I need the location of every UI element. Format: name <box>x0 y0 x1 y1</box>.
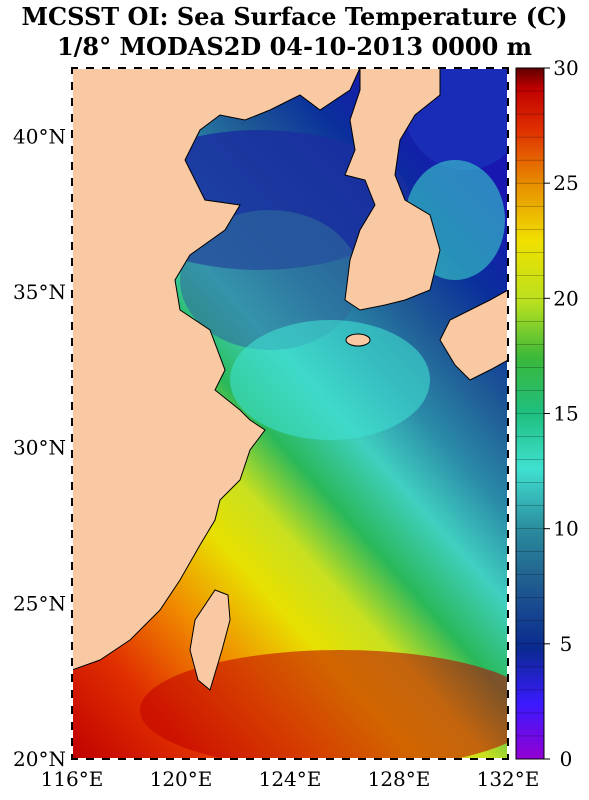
colorbar-tick-label: 25 <box>553 171 578 195</box>
longitude-tick-label: 132°E <box>477 767 540 791</box>
colorbar-tick-label: 20 <box>553 286 578 310</box>
east-china-sea-cyan-water <box>230 320 430 440</box>
latitude-tick-label: 25°N <box>13 591 66 615</box>
colorbar-tick-label: 10 <box>553 517 578 541</box>
longitude-tick-label: 120°E <box>150 767 213 791</box>
colorbar-tick-label: 15 <box>553 402 578 426</box>
china-mainland <box>72 68 361 671</box>
warm-southern-water <box>140 650 508 759</box>
latitude-tick-label: 35°N <box>13 280 66 304</box>
latitude-tick-label: 30°N <box>13 436 66 460</box>
latitude-tick-label: 20°N <box>13 747 66 771</box>
longitude-tick-label: 128°E <box>368 767 431 791</box>
map-title: MCSST OI: Sea Surface Temperature (C) <box>21 2 568 31</box>
yellow-sea-cool-water <box>180 210 360 350</box>
latitude-tick-label: 40°N <box>13 124 66 148</box>
colorbar-tick-label: 30 <box>553 56 578 80</box>
taiwan-island <box>189 589 231 691</box>
colorbar-tick-label: 0 <box>560 747 573 771</box>
japan-kyushu-honshu <box>439 289 508 381</box>
jeju-island <box>345 333 371 347</box>
longitude-tick-label: 116°E <box>41 767 104 791</box>
korean-peninsula <box>344 68 441 311</box>
colorbar-tick-label: 5 <box>560 632 573 656</box>
map-subtitle: 1/8° MODAS2D 04-10-2013 0000 m <box>56 32 533 61</box>
longitude-tick-label: 124°E <box>259 767 322 791</box>
